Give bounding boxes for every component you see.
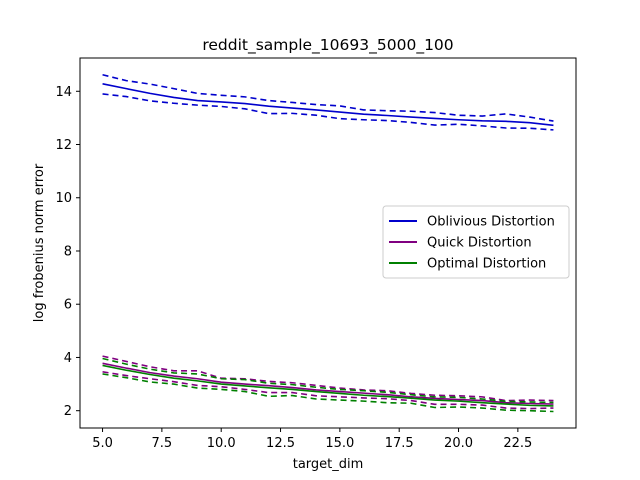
series-1-mean-line: [102, 362, 554, 405]
legend-box: [382, 205, 570, 279]
x-tick-label: 20.0: [444, 436, 473, 451]
x-tick-label: 22.5: [503, 436, 532, 451]
y-tick-label: 4: [64, 351, 72, 366]
legend-label-0: Oblivious Distortion: [427, 215, 555, 230]
x-tick-label: 15.0: [325, 436, 354, 451]
y-tick-label: 8: [64, 244, 72, 259]
x-tick-label: 5.0: [92, 436, 113, 451]
plot-area: [102, 73, 554, 413]
y-tick-label: 10: [55, 191, 72, 206]
y-tick-label: 12: [55, 138, 72, 153]
x-tick-label: 10.0: [207, 436, 236, 451]
axes-frame: [79, 57, 577, 429]
x-tick-label: 17.5: [385, 436, 414, 451]
y-axis-label: log frobenius norm error: [32, 163, 47, 322]
series-2-lower-line: [102, 373, 554, 413]
chart-title: reddit_sample_10693_5000_100: [202, 36, 453, 55]
y-tick-label: 6: [64, 298, 72, 313]
x-tick-label: 7.5: [152, 436, 173, 451]
x-axis-label: target_dim: [293, 457, 364, 472]
y-tick-label: 14: [55, 85, 72, 100]
y-tick-label: 2: [64, 404, 72, 419]
legend-label-2: Optimal Distortion: [427, 257, 546, 272]
series-2-mean-line: [102, 364, 554, 407]
series-0-lower-line: [102, 93, 554, 131]
legend: Oblivious Distortion Quick Distortion Opti…: [382, 205, 570, 279]
x-tick-label: 12.5: [266, 436, 295, 451]
legend-label-1: Quick Distortion: [427, 236, 532, 251]
axis-ticks: 5.0 7.5 10.0 12.5 15.0 17.5 20.0 22.5 2 4 6 8 10 12 14: [55, 85, 532, 451]
series-0-mean-line: [102, 83, 554, 127]
series-1-lower-line: [102, 371, 554, 410]
